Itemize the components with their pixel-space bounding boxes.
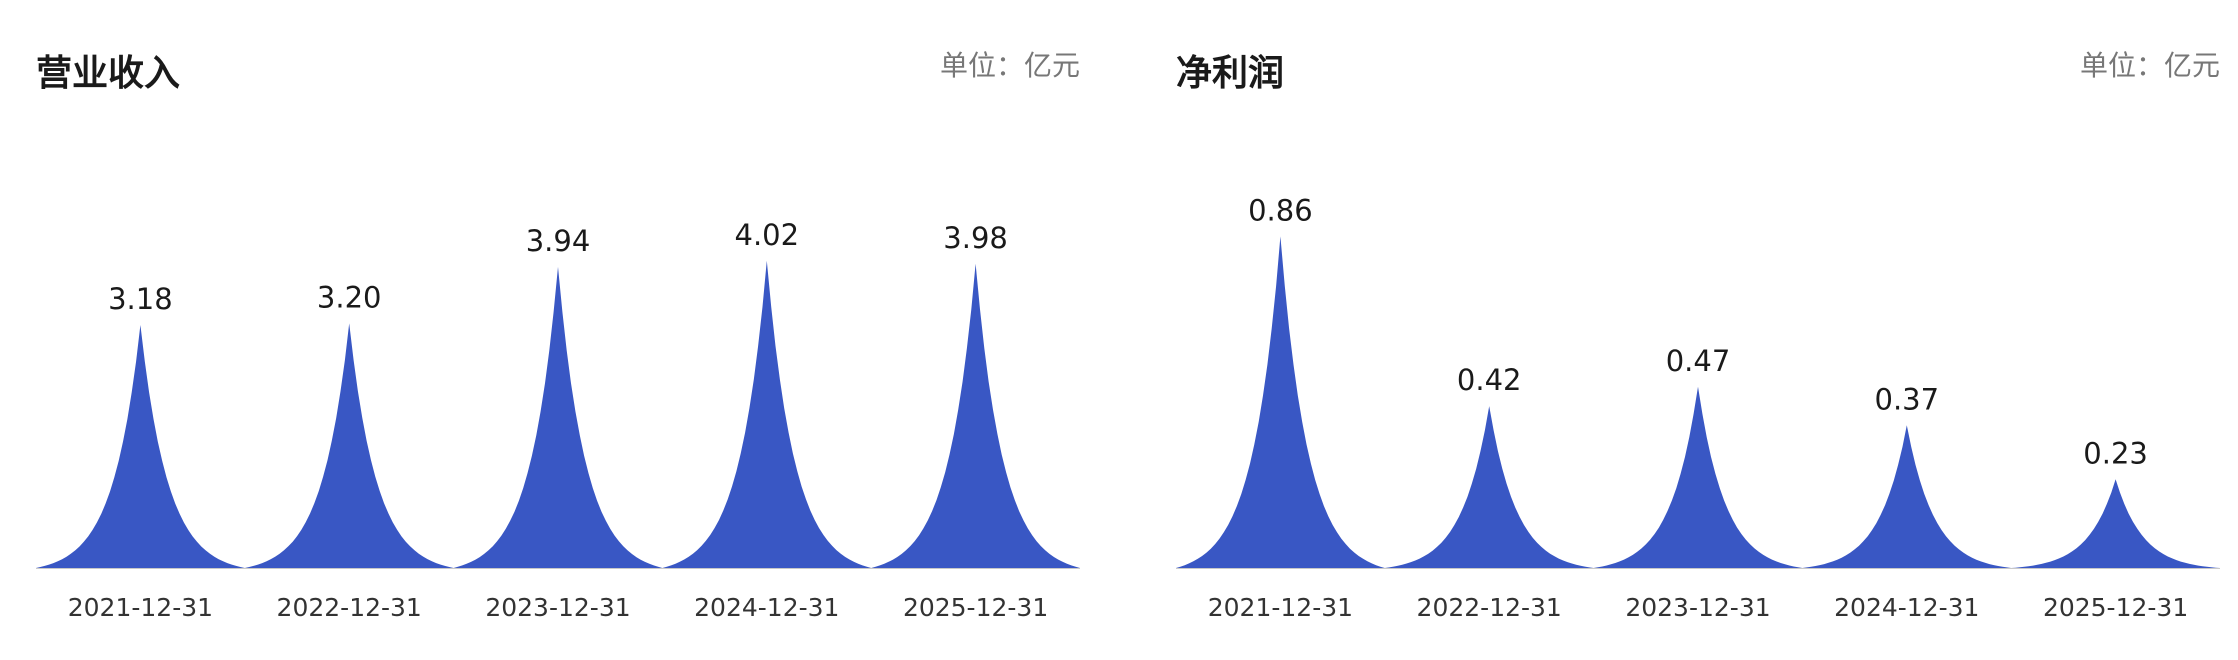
- net-profit-x-tick-label-4: 2024-12-31: [1834, 593, 1979, 622]
- net-profit-peak-4: [1802, 425, 2012, 568]
- net-profit-value-label-1: 0.86: [1248, 193, 1313, 227]
- revenue-unit-value: 亿元: [1023, 49, 1080, 82]
- net-profit-peak-2: [1384, 406, 1594, 568]
- revenue-chart-panel: 营业收入 单位：亿元 3.18 2021-12-31 3.20 2022-12-31 3…: [0, 0, 1100, 660]
- revenue-unit: 单位：亿元: [940, 44, 1080, 84]
- revenue-x-tick-label-1: 2021-12-31: [68, 593, 213, 622]
- revenue-peak-2: [244, 323, 454, 568]
- net-profit-unit-value: 亿元: [2163, 49, 2220, 82]
- net-profit-value-label-2: 0.42: [1457, 363, 1522, 397]
- revenue-chart-title: 营业收入: [36, 53, 181, 94]
- revenue-x-tick-label-5: 2025-12-31: [903, 593, 1048, 622]
- revenue-x-tick-label-4: 2024-12-31: [694, 593, 839, 622]
- revenue-peak-4: [662, 260, 872, 568]
- net-profit-x-tick-label-2: 2022-12-31: [1417, 593, 1562, 622]
- net-profit-x-tick-label-3: 2023-12-31: [1625, 593, 1770, 622]
- revenue-peak-5: [871, 263, 1080, 568]
- net-profit-value-label-3: 0.47: [1666, 344, 1731, 378]
- net-profit-peak-1: [1176, 236, 1385, 568]
- revenue-peak-1: [36, 325, 245, 568]
- revenue-value-label-5: 3.98: [943, 221, 1008, 255]
- revenue-value-label-2: 3.20: [317, 280, 382, 314]
- net-profit-peak-5: [2011, 479, 2220, 568]
- revenue-chart-plot: 3.18 2021-12-31 3.20 2022-12-31 3.94 2023-12-…: [36, 218, 1080, 622]
- revenue-x-tick-label-3: 2023-12-31: [485, 593, 630, 622]
- net-profit-x-tick-label-1: 2021-12-31: [1208, 593, 1353, 622]
- revenue-unit-label: 单位：: [939, 49, 1024, 82]
- revenue-value-label-1: 3.18: [108, 282, 173, 316]
- revenue-x-tick-label-2: 2022-12-31: [277, 593, 422, 622]
- net-profit-chart-plot: 0.86 2021-12-31 0.42 2022-12-31 0.47 2023-12-…: [1176, 193, 2220, 622]
- net-profit-value-label-5: 0.23: [2083, 436, 2148, 470]
- revenue-value-label-4: 4.02: [735, 218, 800, 252]
- net-profit-peak-3: [1593, 386, 1803, 568]
- net-profit-chart-panel: 净利润 单位：亿元 0.86 2021-12-31 0.42 2022-12-31 0.…: [1140, 0, 2238, 660]
- revenue-value-label-3: 3.94: [526, 224, 591, 258]
- net-profit-value-label-4: 0.37: [1875, 382, 1940, 416]
- net-profit-chart-title: 净利润: [1176, 53, 1285, 94]
- net-profit-unit-label: 单位：: [2079, 49, 2164, 82]
- net-profit-x-tick-label-5: 2025-12-31: [2043, 593, 2188, 622]
- net-profit-unit: 单位：亿元: [2080, 44, 2220, 84]
- revenue-peak-3: [453, 266, 663, 568]
